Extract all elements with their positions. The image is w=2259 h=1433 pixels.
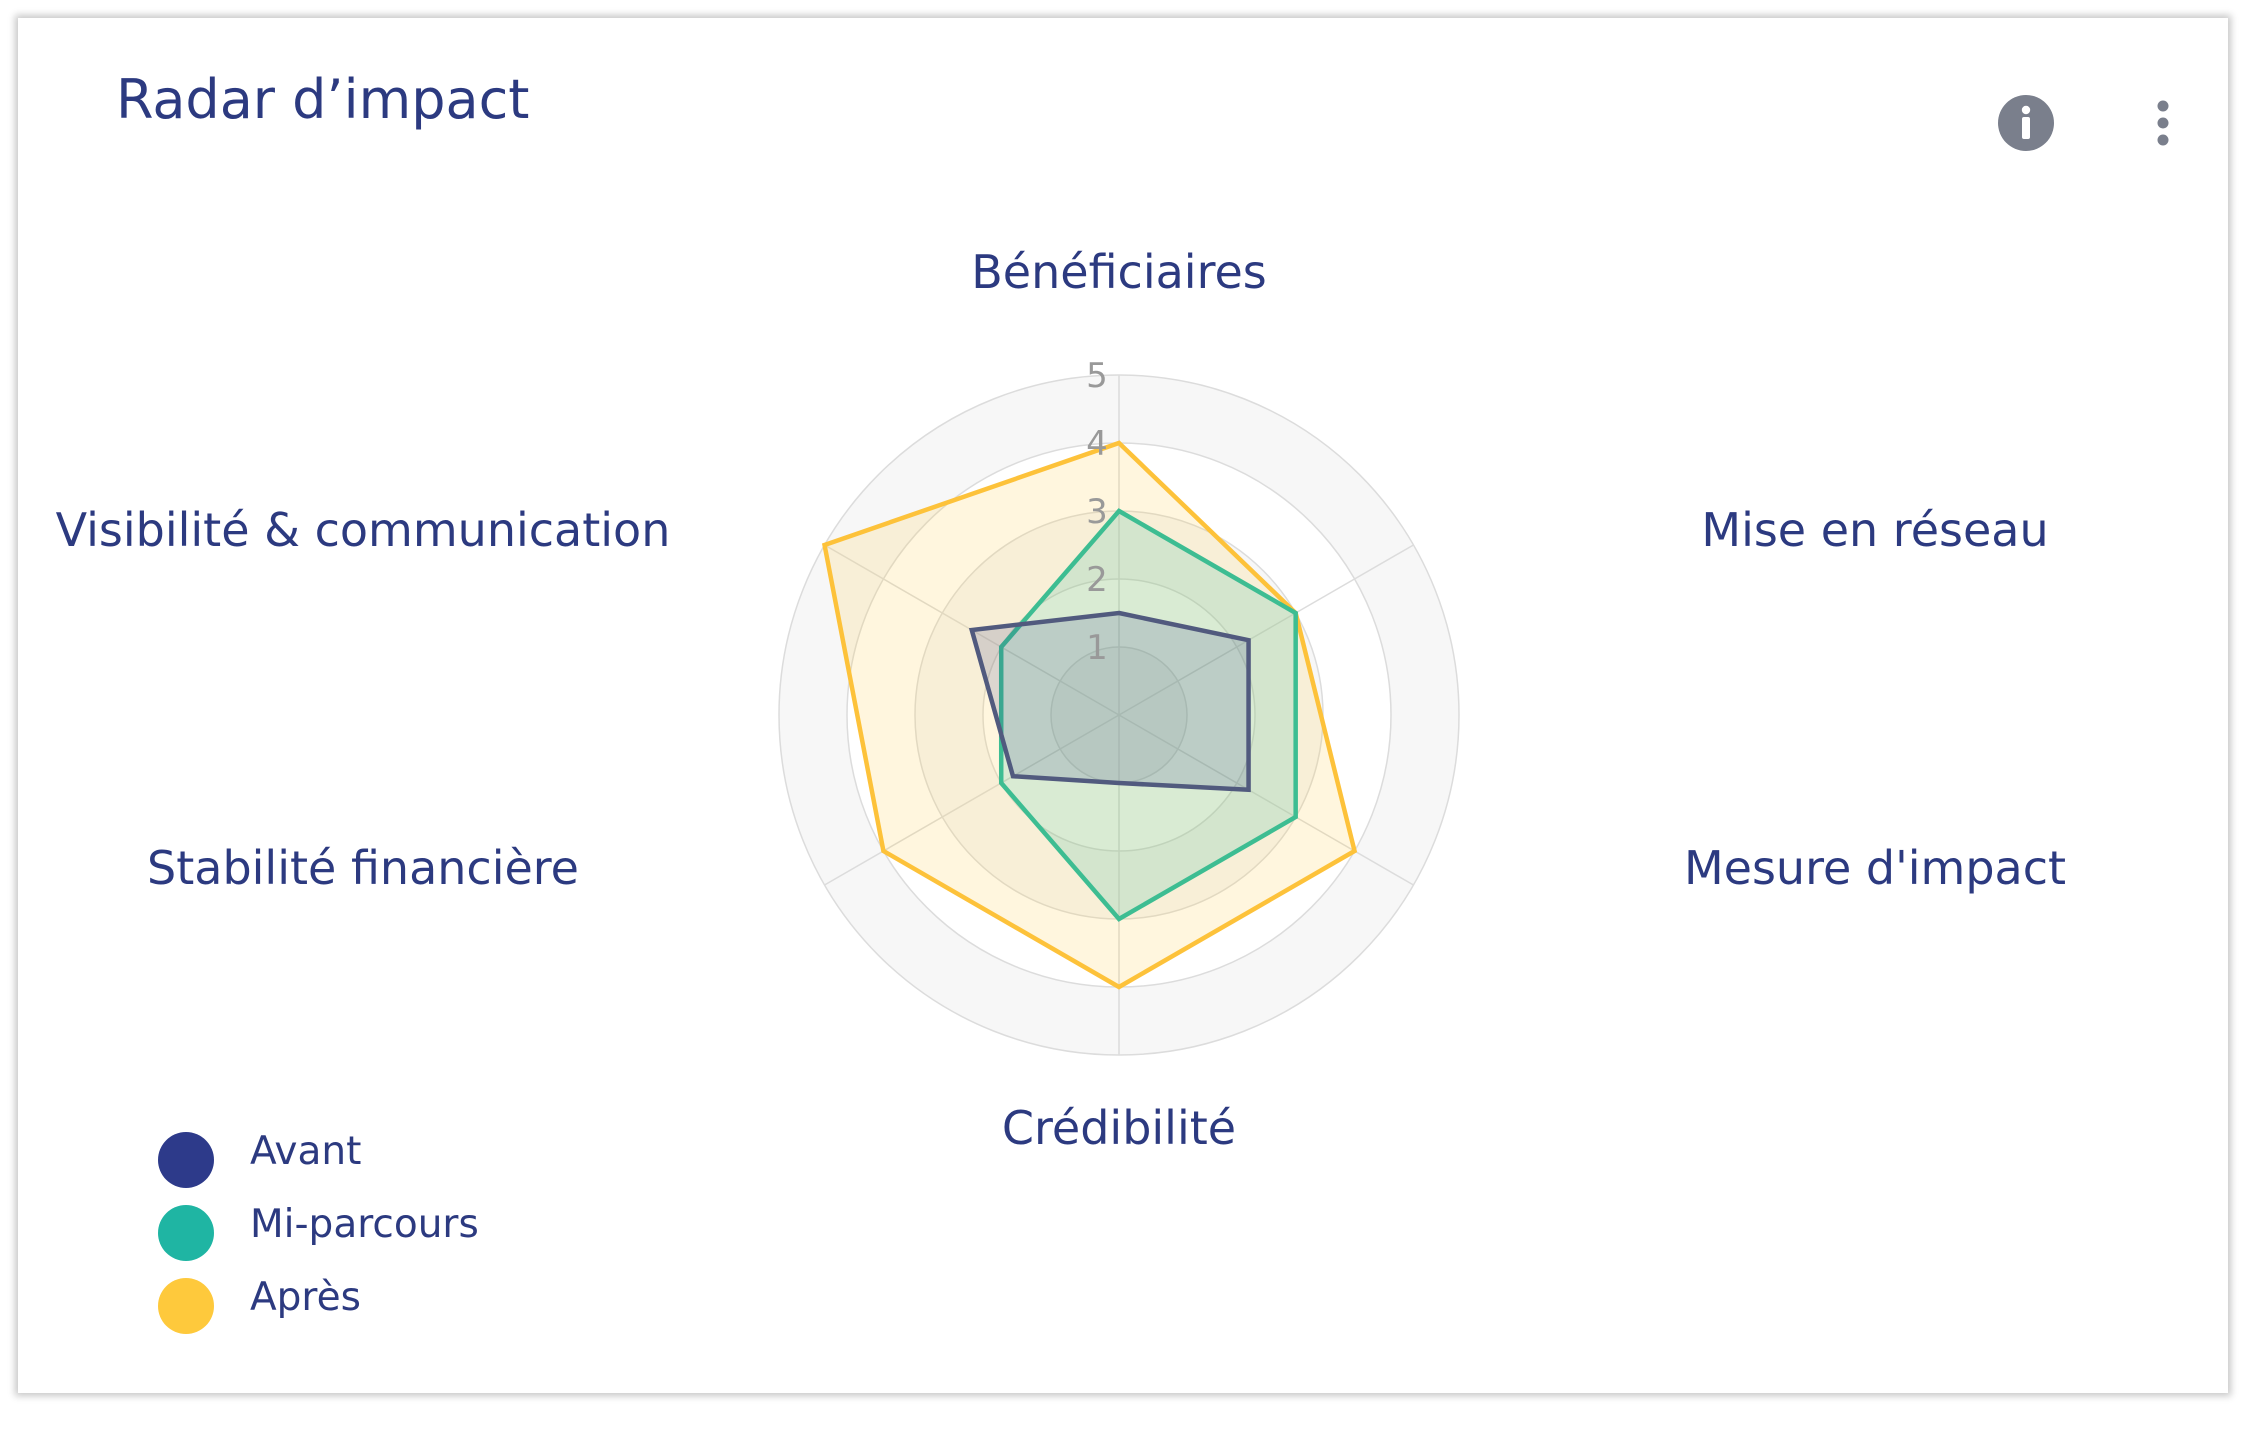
- legend-swatch: [158, 1204, 214, 1261]
- grid-spoke: [824, 714, 1120, 886]
- radar-card: Radar d’impact 1 2 3 4 5 Bénéficiaires Mise en…: [18, 18, 2228, 1393]
- tick-label: 2: [1086, 560, 1108, 600]
- tick-label: 3: [1086, 492, 1108, 532]
- series-mi-parcours-polygon: [998, 508, 1298, 922]
- axis-label-5: Stabilité financière: [147, 841, 579, 895]
- legend-item[interactable]: Mi-parcours: [158, 1196, 479, 1269]
- tick-label: 5: [1086, 356, 1108, 396]
- axis-label-1: Bénéficiaires: [971, 245, 1267, 299]
- legend-item[interactable]: Après: [158, 1269, 479, 1342]
- radar-chart: 1 2 3 4 5 Bénéficiaires Mise en réseau Mesure d…: [56, 245, 2066, 1155]
- axis-label-3: Mesure d'impact: [1684, 841, 2066, 895]
- legend-label: Mi-parcours: [250, 1202, 479, 1247]
- axis-label-2: Mise en réseau: [1701, 503, 2048, 557]
- legend-swatch: [158, 1277, 214, 1334]
- axis-label-6: Visibilité & communication: [56, 503, 671, 557]
- legend-label: Avant: [250, 1129, 362, 1174]
- tick-label: 1: [1086, 628, 1108, 668]
- series-avant-polygon: [968, 610, 1251, 793]
- grid-spoke: [1118, 544, 1414, 716]
- card-title: Radar d’impact: [116, 68, 530, 131]
- legend-swatch: [158, 1131, 214, 1188]
- more-vertical-icon[interactable]: [2138, 96, 2188, 156]
- tick-label: 4: [1086, 424, 1108, 464]
- chart-legend: Avant Mi-parcours Après: [158, 1123, 479, 1342]
- legend-label: Après: [250, 1275, 361, 1320]
- legend-item[interactable]: Avant: [158, 1123, 479, 1196]
- info-icon[interactable]: [1996, 93, 2056, 153]
- grid-spoke: [1118, 714, 1414, 886]
- axis-label-4: Crédibilité: [1002, 1101, 1236, 1155]
